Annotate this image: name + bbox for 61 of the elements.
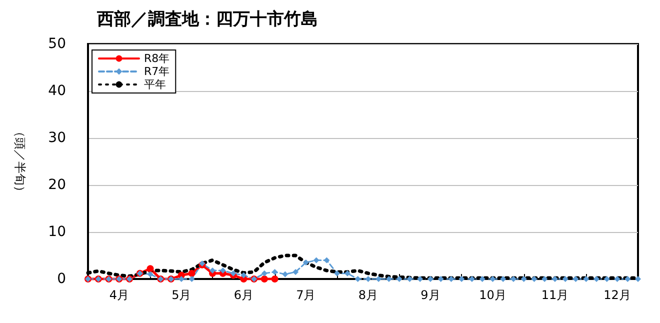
point [520,276,527,282]
y-tick-label: 0 [57,271,66,287]
x-tick-label: 7月 [296,288,316,302]
point [572,276,579,282]
point [542,276,548,282]
y-tick-label: 20 [48,177,66,193]
point [334,270,340,276]
point [302,260,309,266]
chart-title: 西部／調査地：四万十市竹島 [96,10,318,30]
x-tick-label: 11月 [541,288,569,302]
x-tick-label: 4月 [109,288,129,302]
x-tick-label: 8月 [358,288,378,302]
point [479,276,486,282]
point [260,276,268,282]
point [365,276,372,282]
point [240,272,247,278]
point [490,276,496,282]
legend-label: R7年 [144,65,170,78]
point [386,276,392,282]
point [593,276,600,282]
point [406,276,413,282]
point [438,276,444,282]
point [261,270,268,276]
point [531,276,538,282]
point [292,268,299,275]
point [562,276,568,282]
point [583,276,590,282]
x-tick-label: 5月 [172,288,192,302]
point [146,265,154,272]
point [427,276,434,282]
point [500,276,506,282]
point [635,276,641,282]
y-tick-label: 10 [48,224,66,240]
point [220,268,226,274]
y-tick-label: 50 [48,36,66,52]
point [354,276,361,282]
point [468,276,475,282]
y-axis-title: （頭／半旬） [13,126,27,198]
point [188,270,196,277]
legend-label: R8年 [144,52,170,65]
x-tick-label: 12月 [604,288,631,302]
x-tick-label: 6月 [234,288,254,302]
point [624,276,631,282]
x-tick-label: 10月 [479,288,506,302]
point [147,271,154,278]
y-tick-label: 40 [48,83,66,99]
point [417,276,424,282]
point [272,268,278,275]
legend-label: 平年 [144,78,166,91]
point [282,271,288,278]
y-tick-label: 30 [48,130,66,146]
point [271,276,278,282]
x-tick-label: 9月 [420,288,440,302]
point [448,276,454,282]
point [230,270,236,276]
point [344,270,350,276]
point [614,276,620,282]
point [188,276,195,282]
point [458,276,465,282]
point [396,276,402,282]
point [604,276,610,282]
